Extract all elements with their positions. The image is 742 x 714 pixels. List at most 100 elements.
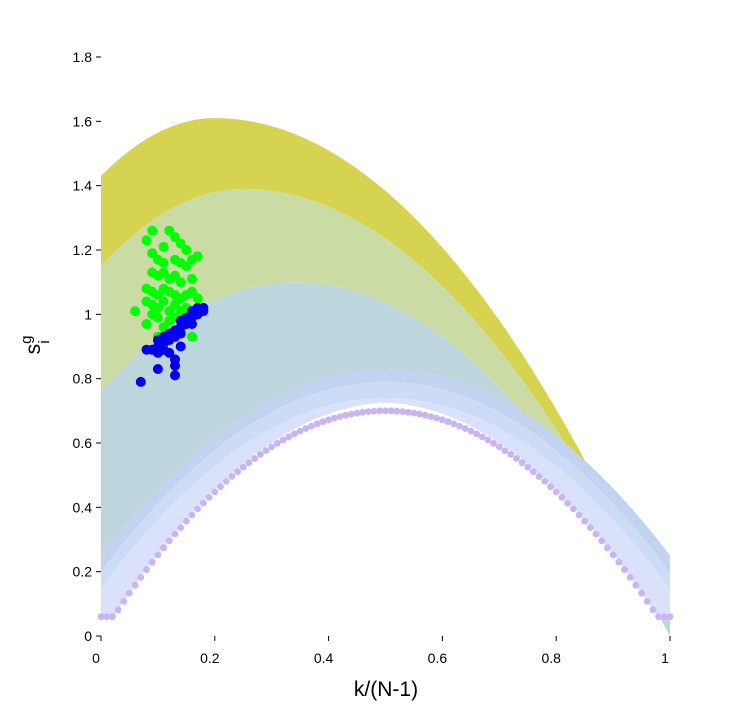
blue-point (187, 319, 197, 329)
baseline-dot (444, 418, 452, 426)
baseline-dot (234, 468, 242, 476)
baseline-dot (154, 551, 162, 559)
baseline-dot (387, 407, 395, 415)
baseline-dot (365, 408, 372, 415)
baseline-dot (615, 558, 623, 566)
baseline-dot (513, 455, 520, 462)
green-point (158, 296, 169, 307)
y-tick-label: 0.4 (73, 499, 93, 515)
x-tick-label: 0.2 (200, 650, 220, 666)
baseline-dot (302, 425, 310, 432)
baseline-dot (103, 613, 111, 621)
baseline-dot (120, 598, 128, 605)
baseline-dot (456, 422, 463, 430)
baseline-dot (205, 494, 213, 501)
x-tick-label: 0.8 (541, 650, 561, 666)
baseline-dot (450, 420, 458, 428)
baseline-dot (547, 483, 554, 490)
baseline-dot (359, 408, 367, 416)
baseline-dot (467, 427, 475, 435)
green-point (158, 257, 169, 268)
baseline-dot (621, 566, 628, 574)
x-tick-label: 1 (661, 650, 669, 666)
blue-point (175, 328, 186, 339)
y-tick-label: 1.2 (73, 242, 93, 258)
baseline-dot (182, 517, 190, 525)
baseline-dot (143, 566, 150, 574)
baseline-dot (165, 537, 173, 545)
baseline-dot (490, 439, 497, 447)
baseline-dot (200, 499, 207, 507)
green-point (170, 232, 180, 243)
y-tick-label: 0.2 (73, 564, 93, 580)
blue-point (135, 376, 146, 387)
blue-point (187, 306, 197, 317)
baseline-dot (649, 606, 657, 614)
y-tick-label: 1.4 (73, 178, 93, 194)
baseline-dot (239, 463, 247, 471)
baseline-dot (109, 613, 116, 621)
band-5 (101, 381, 670, 588)
baseline-dot (274, 439, 281, 447)
green-point (170, 299, 180, 310)
baseline-dot (160, 544, 168, 552)
baseline-dot (217, 483, 224, 490)
green-point (158, 267, 169, 278)
green-point (152, 312, 163, 323)
green-point (175, 277, 186, 288)
band-1 (101, 118, 670, 637)
baseline-dot (342, 411, 350, 419)
y-tick-label: 1.6 (73, 113, 93, 129)
baseline-dot (552, 488, 560, 496)
green-point (130, 306, 141, 317)
baseline-dot (666, 613, 674, 621)
baseline-curve (97, 407, 674, 621)
band-4 (101, 369, 670, 572)
y-tick-label: 0 (84, 628, 92, 644)
green-point (152, 290, 163, 300)
baseline-dot (604, 544, 611, 552)
green-point (147, 248, 158, 259)
baseline-dot (251, 455, 258, 462)
baseline-dot (353, 409, 361, 417)
green-point (141, 319, 152, 329)
blue-point (152, 364, 163, 374)
baseline-dot (171, 530, 179, 538)
band-3 (101, 282, 670, 636)
baseline-dot (586, 524, 594, 531)
baseline-dot (461, 425, 469, 432)
baseline-dot (478, 433, 486, 441)
baseline-dot (484, 436, 492, 444)
baseline-dot (541, 478, 549, 485)
baseline-dot (268, 443, 276, 451)
baseline-dot (439, 416, 446, 424)
y-axis-label-subscript: i (36, 340, 53, 343)
green-point (181, 245, 192, 255)
baseline-dot (114, 606, 122, 614)
baseline-dot (382, 407, 389, 415)
x-tick-label: 0.6 (428, 650, 448, 666)
baseline-dot (313, 420, 321, 428)
baseline-dot (211, 488, 219, 496)
baseline-dot (581, 517, 588, 525)
baseline-dot (626, 574, 634, 581)
baseline-dot (404, 408, 412, 416)
baseline-dot (188, 511, 196, 519)
baseline-dot (473, 430, 480, 438)
baseline-dot (433, 414, 441, 422)
green-point (187, 331, 197, 342)
x-tick-label: 0.4 (314, 650, 334, 666)
x-tick-label: 0 (92, 650, 100, 666)
green-point (187, 273, 197, 284)
baseline-dot (148, 558, 156, 566)
baseline-dot (131, 581, 139, 589)
baseline-dot (336, 413, 344, 420)
y-axis-label-superscript: g (18, 336, 35, 344)
band-2 (101, 188, 670, 636)
baseline-dot (609, 551, 617, 559)
baseline-dot (256, 451, 264, 458)
baseline-dot (507, 451, 515, 458)
baseline-dot (376, 407, 384, 415)
y-tick-label: 0.8 (73, 371, 93, 387)
baseline-dot (558, 494, 566, 501)
